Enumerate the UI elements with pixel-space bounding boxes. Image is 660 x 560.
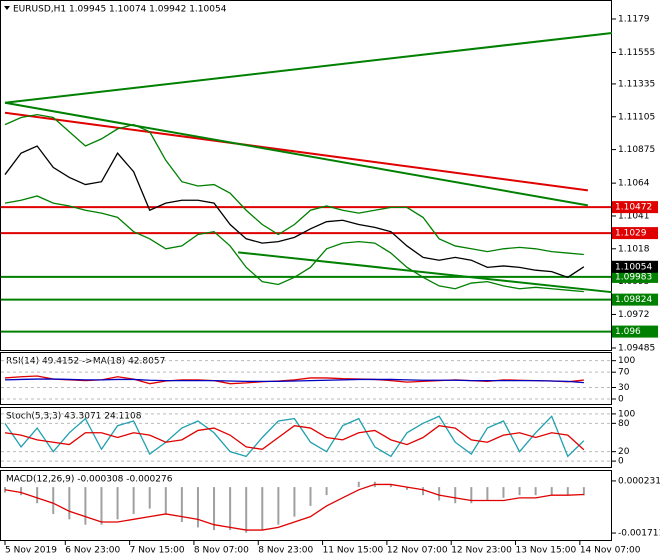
series-line	[4, 425, 585, 451]
level-label-bg	[612, 201, 658, 214]
level-label-bg	[612, 325, 658, 338]
series-line	[4, 195, 584, 293]
series-line	[4, 483, 584, 531]
trendline	[4, 31, 613, 104]
x-tick-label: 12 Nov 07:00	[387, 546, 448, 556]
trendline	[4, 111, 589, 192]
y-tick-label: 20	[618, 447, 630, 457]
stoch-title: Stoch(5,3,3) 43.3071 24.1108	[6, 412, 142, 422]
trendline	[4, 101, 589, 207]
y-tick-label: 1.0972	[618, 310, 650, 320]
x-tick-label: 11 Nov 15:00	[323, 546, 384, 556]
x-tick-label: 8 Nov 07:00	[194, 546, 249, 556]
x-tick-label: 14 Nov 07:00	[580, 546, 641, 556]
level-label: 1.096	[615, 327, 641, 337]
level-label: 1.09824	[615, 295, 652, 305]
x-tick-label: 6 Nov 23:00	[65, 546, 120, 556]
level-label-bg	[612, 293, 658, 306]
y-tick-label: 1.11335	[618, 79, 655, 89]
y-tick-label: 0.000231	[618, 476, 660, 486]
level-label-bg	[612, 227, 658, 240]
trendline	[238, 251, 613, 294]
y-tick-label: 1.10875	[618, 145, 655, 155]
x-tick-label: 8 Nov 23:00	[258, 546, 313, 556]
last-price-bg	[612, 260, 658, 273]
y-tick-label: 30	[618, 383, 630, 393]
macd-title: MACD(12,26,9) -0.000308 -0.000276	[6, 475, 173, 485]
series-line	[4, 113, 584, 256]
y-tick-label: 1.1064	[618, 179, 650, 189]
x-tick-label: 12 Nov 23:00	[451, 546, 512, 556]
y-tick-label: 0	[618, 457, 624, 467]
rsi-title: RSI(14) 49.4152 ->MA(18) 42.8057	[6, 357, 165, 367]
y-tick-label: 0	[618, 395, 624, 405]
y-tick-label: 80	[618, 419, 630, 429]
y-tick-label: 70	[618, 368, 630, 378]
main-panel	[0, 0, 612, 351]
level-label: 1.1029	[615, 229, 647, 239]
level-label: 1.09983	[615, 272, 652, 282]
series-line	[4, 415, 585, 458]
y-tick-label: -0.001711	[618, 529, 660, 539]
y-tick-label: 1.11555	[618, 48, 655, 58]
y-tick-label: 1.1041	[618, 211, 650, 221]
y-tick-label: 100	[618, 356, 635, 366]
y-tick-label: 100	[618, 409, 635, 419]
y-tick-label: 1.11105	[618, 112, 655, 122]
series-line	[4, 378, 584, 384]
level-label: 1.10472	[615, 203, 652, 213]
last-price-label: 1.10054	[615, 262, 652, 272]
x-tick-label: 13 Nov 15:00	[516, 546, 577, 556]
x-tick-label: 5 Nov 2019	[5, 546, 57, 556]
series-line	[4, 145, 585, 279]
level-label-bg	[612, 270, 658, 283]
macd-panel	[0, 470, 612, 541]
stoch-panel	[0, 407, 612, 468]
rsi-panel	[0, 352, 612, 405]
y-tick-label: 1.1018	[618, 244, 650, 254]
y-tick-label: 1.1179	[618, 14, 650, 24]
menu-arrow[interactable]	[4, 6, 10, 10]
symbol-title: EURUSD,H1 1.09945 1.10074 1.09942 1.1005…	[13, 5, 227, 15]
y-tick-label: 1.09485	[618, 344, 655, 354]
x-tick-label: 7 Nov 15:00	[130, 546, 185, 556]
